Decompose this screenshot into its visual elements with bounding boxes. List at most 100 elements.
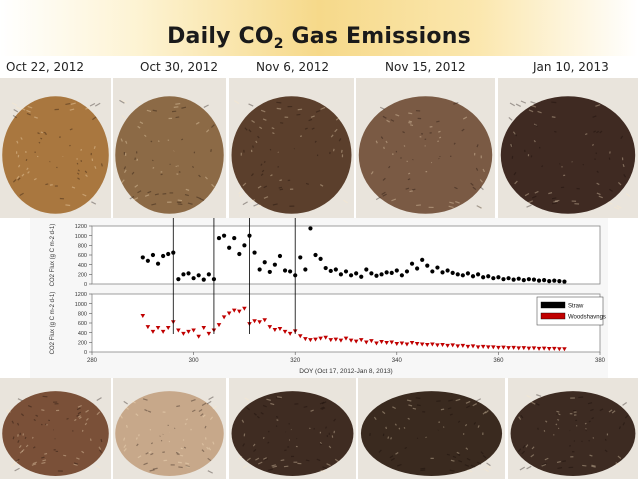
data-point [206,272,211,277]
data-point [231,308,237,313]
data-point [425,263,430,268]
data-point [191,276,196,281]
data-point [430,269,435,274]
data-point [496,345,501,350]
data-point [552,278,557,283]
data-point [288,269,293,274]
data-point [145,325,151,330]
data-point [298,255,303,260]
data-point [262,260,267,265]
data-point [358,338,364,343]
data-point [557,347,562,352]
data-point [354,271,359,276]
data-point [531,346,537,351]
data-point [480,344,486,349]
data-point [333,337,339,342]
data-point [318,336,323,341]
data-point [166,251,171,257]
data-point [328,338,334,343]
data-point [267,269,272,275]
data-point [242,243,247,248]
straw-photo-nov15 [356,78,495,218]
data-point [440,342,445,347]
data-point [181,331,186,336]
wood-photo-nov6 [229,378,356,479]
data-point [516,276,521,281]
data-point [404,269,410,274]
data-point [551,346,557,351]
data-point [323,335,328,340]
data-point [485,345,491,350]
x-tick-label: 280 [87,358,98,364]
data-point [389,340,395,345]
x-tick-label: 340 [392,358,403,364]
data-point [348,338,354,343]
data-point [227,245,232,250]
data-point [318,256,323,261]
data-point [232,235,237,241]
data-point [506,276,511,281]
data-point [272,327,278,332]
wood-photo-oct22 [0,378,111,479]
data-point [364,267,369,272]
data-point [389,270,394,275]
date-label-1: Oct 22, 2012 [6,60,84,74]
data-point [506,346,511,351]
data-point [343,269,349,274]
data-point [308,338,313,343]
y-tick-label: 1200 [75,224,87,230]
data-point [491,276,496,281]
data-point [242,306,247,311]
data-point [282,329,288,334]
legend-box [536,296,604,326]
data-point [521,278,526,283]
data-point [186,329,191,334]
data-point [557,279,562,284]
data-point [374,273,379,278]
data-point [379,340,384,345]
data-point [531,277,537,282]
data-point [460,273,465,278]
data-point [257,320,262,325]
data-point [491,345,496,350]
date-label-4: Nov 15, 2012 [385,60,466,74]
data-point [176,328,181,333]
data-point [511,277,516,282]
plot-panel-2 [91,293,601,353]
data-point [394,341,400,346]
data-point [191,328,196,333]
data-point [470,274,476,279]
data-point [145,258,150,263]
data-point [165,326,171,331]
data-point [394,268,399,273]
data-point [404,342,410,347]
y-tick-label: 200 [78,273,87,279]
legend-label: Straw [568,304,584,310]
y-tick-label: 200 [78,341,87,347]
y-tick-label: 1000 [75,234,87,240]
data-point [181,272,186,277]
data-point [313,252,318,258]
data-point [562,347,567,352]
data-point [409,261,415,266]
y-tick-label: 800 [78,244,87,250]
slide-title: Daily CO2 Gas Emissions [167,24,471,52]
straw-photo-jan10 [498,78,638,218]
y-tick-label: 1000 [75,302,87,308]
legend-swatch [540,312,566,320]
date-label-2: Oct 30, 2012 [140,60,218,74]
data-point [282,268,288,273]
data-point [511,345,516,350]
data-point [155,326,161,331]
data-point [353,339,359,344]
straw-photo-oct22 [0,78,111,218]
data-point [237,309,242,314]
data-point [542,278,547,283]
y-axis-label: CO2 Flux (g C m-2 d-1) [50,292,56,355]
data-point [216,323,222,328]
data-point [435,265,440,270]
data-point [409,341,415,346]
data-point [257,267,262,272]
y-tick-label: 0 [84,282,87,288]
y-tick-label: 600 [78,253,87,259]
